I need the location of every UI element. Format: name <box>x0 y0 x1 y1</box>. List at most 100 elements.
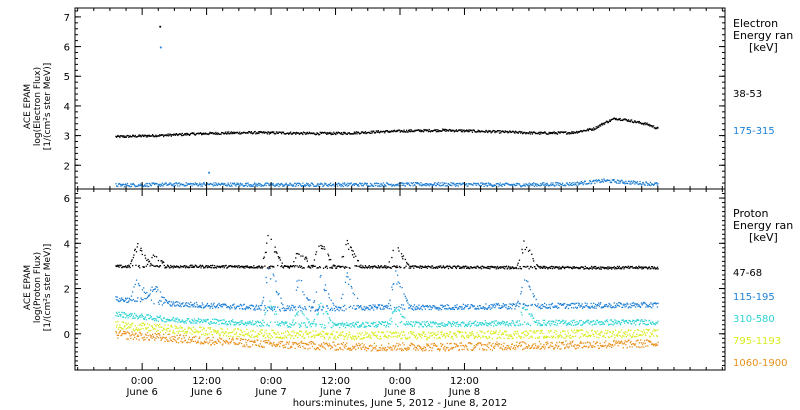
proton-point <box>522 265 524 268</box>
proton-point <box>558 268 560 270</box>
electron-point <box>250 132 252 134</box>
proton-point <box>220 319 222 322</box>
electron-point <box>570 133 572 135</box>
proton-point <box>453 324 455 326</box>
proton-point <box>199 321 201 323</box>
electron-point <box>573 132 575 135</box>
proton-point <box>350 326 352 328</box>
proton-point <box>580 266 582 268</box>
proton-point <box>398 282 401 284</box>
proton-point <box>313 318 316 321</box>
proton-point <box>507 337 509 340</box>
electron-point <box>445 182 447 184</box>
proton-point <box>438 309 440 311</box>
proton-point <box>623 322 626 324</box>
electron-point <box>449 128 451 131</box>
proton-point <box>406 300 408 302</box>
electron-point <box>120 185 122 187</box>
proton-point <box>386 336 388 338</box>
electron-point <box>553 184 555 186</box>
electron-point <box>212 183 214 186</box>
electron-point <box>546 182 548 184</box>
proton-point <box>119 324 121 326</box>
proton-point <box>554 329 556 332</box>
electron-point <box>571 182 573 185</box>
proton-point <box>414 307 416 309</box>
proton-point <box>186 332 188 334</box>
proton-point <box>543 266 545 269</box>
proton-point <box>466 267 468 269</box>
electron-point <box>290 184 292 186</box>
proton-point <box>613 302 615 304</box>
proton-point <box>178 318 180 321</box>
electron-point <box>226 184 229 186</box>
proton-point <box>538 306 541 308</box>
proton-point <box>636 303 639 305</box>
proton-point <box>525 266 527 268</box>
proton-point <box>228 335 230 338</box>
electron-point <box>554 132 557 134</box>
electron-point <box>161 182 163 184</box>
proton-point <box>550 320 552 322</box>
electron-point <box>586 129 588 131</box>
proton-point <box>146 327 148 329</box>
electron-point <box>204 183 206 186</box>
proton-point <box>614 322 617 324</box>
proton-point <box>324 248 326 250</box>
proton-point <box>360 307 363 309</box>
proton-point <box>246 324 248 326</box>
proton-point <box>542 267 544 269</box>
proton-point <box>323 336 325 338</box>
proton-point <box>468 307 470 309</box>
electron-point <box>493 130 495 132</box>
electron-point <box>524 185 526 187</box>
proton-point <box>200 318 202 320</box>
electron-point <box>195 183 197 185</box>
proton-point <box>226 323 229 325</box>
proton-point <box>549 266 551 268</box>
proton-point <box>141 253 143 256</box>
proton-point <box>180 330 182 333</box>
electron-point <box>362 185 365 187</box>
proton-point <box>605 267 607 269</box>
proton-point <box>348 325 350 327</box>
proton-point <box>389 319 391 321</box>
proton-point <box>161 326 163 328</box>
proton-point <box>606 268 608 270</box>
electron-point <box>147 185 149 188</box>
proton-point <box>185 322 187 324</box>
proton-point <box>277 294 279 296</box>
proton-point <box>252 329 254 332</box>
proton-point <box>576 321 578 323</box>
electron-point <box>380 183 383 185</box>
proton-point <box>338 322 340 325</box>
proton-point <box>536 264 538 266</box>
proton-point <box>195 306 197 308</box>
proton-point <box>282 337 284 339</box>
proton-point <box>230 335 232 337</box>
proton-point <box>475 324 477 326</box>
proton-point <box>246 305 248 308</box>
electron-point <box>200 185 202 187</box>
proton-point <box>557 302 559 304</box>
electron-point <box>428 128 430 131</box>
proton-point <box>255 320 257 323</box>
proton-point <box>189 265 191 267</box>
proton-point <box>127 322 129 325</box>
electron-point <box>140 185 142 187</box>
proton-point <box>373 326 376 328</box>
electron-point <box>491 184 493 187</box>
proton-point <box>290 265 292 267</box>
proton-point <box>621 267 623 269</box>
proton-point <box>320 326 323 328</box>
proton-point <box>518 324 520 327</box>
proton-point <box>355 265 357 267</box>
proton-point <box>329 318 331 321</box>
electron-point <box>399 131 401 133</box>
proton-point <box>462 321 464 323</box>
proton-point <box>383 335 385 338</box>
electron-point <box>503 183 505 186</box>
proton-point <box>163 327 165 329</box>
electron-point <box>149 183 151 185</box>
proton-point <box>424 305 426 308</box>
